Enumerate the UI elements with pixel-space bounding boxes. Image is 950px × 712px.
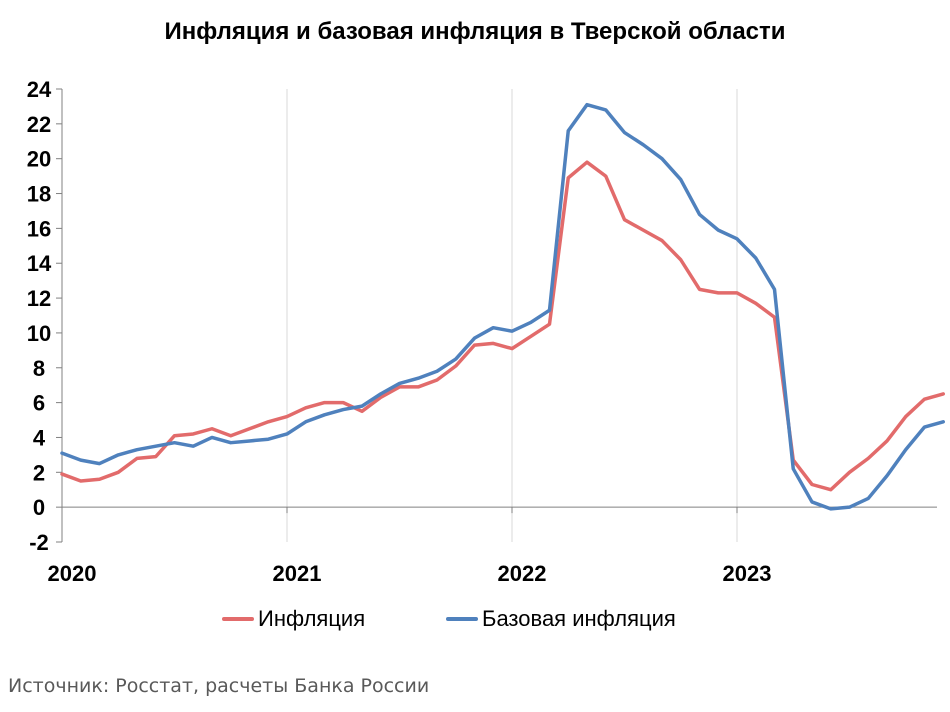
source-note: Источник: Росстат, расчеты Банка России: [8, 675, 430, 697]
axis-layer: [56, 88, 937, 543]
y-tick-label: 0: [33, 495, 45, 520]
y-tick-label: 18: [27, 182, 51, 207]
y-tick-label: 10: [27, 321, 51, 346]
y-tick-label: 12: [27, 286, 51, 311]
x-tick-label-2021: 2021: [273, 561, 322, 586]
chart-title: Инфляция и базовая инфляция в Тверской о…: [164, 18, 786, 45]
y-tick-label: -2: [29, 530, 49, 555]
legend-swatch-core-inflation: [446, 617, 478, 621]
y-tick-label: 22: [27, 112, 51, 137]
x-tick-label-2022: 2022: [498, 561, 547, 586]
y-tick-label: 16: [27, 216, 51, 241]
legend-label-core-inflation: Базовая инфляция: [482, 606, 676, 631]
series-line-core-inflation: [60, 102, 945, 511]
y-tick-label: 2: [33, 460, 45, 485]
y-tick-label: 6: [33, 391, 45, 416]
series-line-inflation: [60, 160, 945, 492]
legend-swatch-inflation: [222, 617, 254, 621]
legend-item-inflation: Инфляция: [222, 606, 365, 632]
x-tick-labels: 2020 2021 2022 2023: [48, 561, 772, 586]
legend-label-inflation: Инфляция: [258, 606, 366, 631]
x-tick-label-2023: 2023: [723, 561, 772, 586]
series-layer: [60, 102, 945, 511]
y-tick-label: 4: [33, 425, 46, 450]
y-tick-label: 8: [33, 356, 45, 381]
y-tick-label: 20: [27, 147, 51, 172]
x-tick-label-2020: 2020: [48, 561, 97, 586]
grid-layer: [286, 89, 738, 542]
y-tick-label: 24: [27, 77, 52, 102]
legend-item-core-inflation: Базовая инфляция: [446, 606, 676, 632]
legend: Инфляция Базовая инфляция: [0, 606, 950, 636]
y-tick-label: 14: [27, 251, 52, 276]
